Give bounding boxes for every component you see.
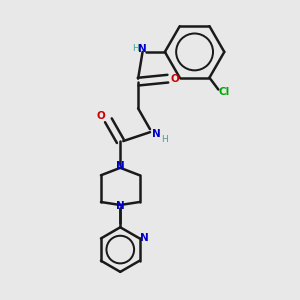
Text: Cl: Cl: [218, 87, 229, 97]
Text: O: O: [171, 74, 180, 84]
Text: H: H: [161, 135, 168, 144]
Text: H: H: [132, 44, 139, 53]
Text: N: N: [116, 161, 125, 171]
Text: N: N: [140, 233, 148, 243]
Text: O: O: [97, 111, 105, 121]
Text: N: N: [138, 44, 147, 54]
Text: N: N: [116, 202, 125, 212]
Text: N: N: [152, 129, 160, 139]
